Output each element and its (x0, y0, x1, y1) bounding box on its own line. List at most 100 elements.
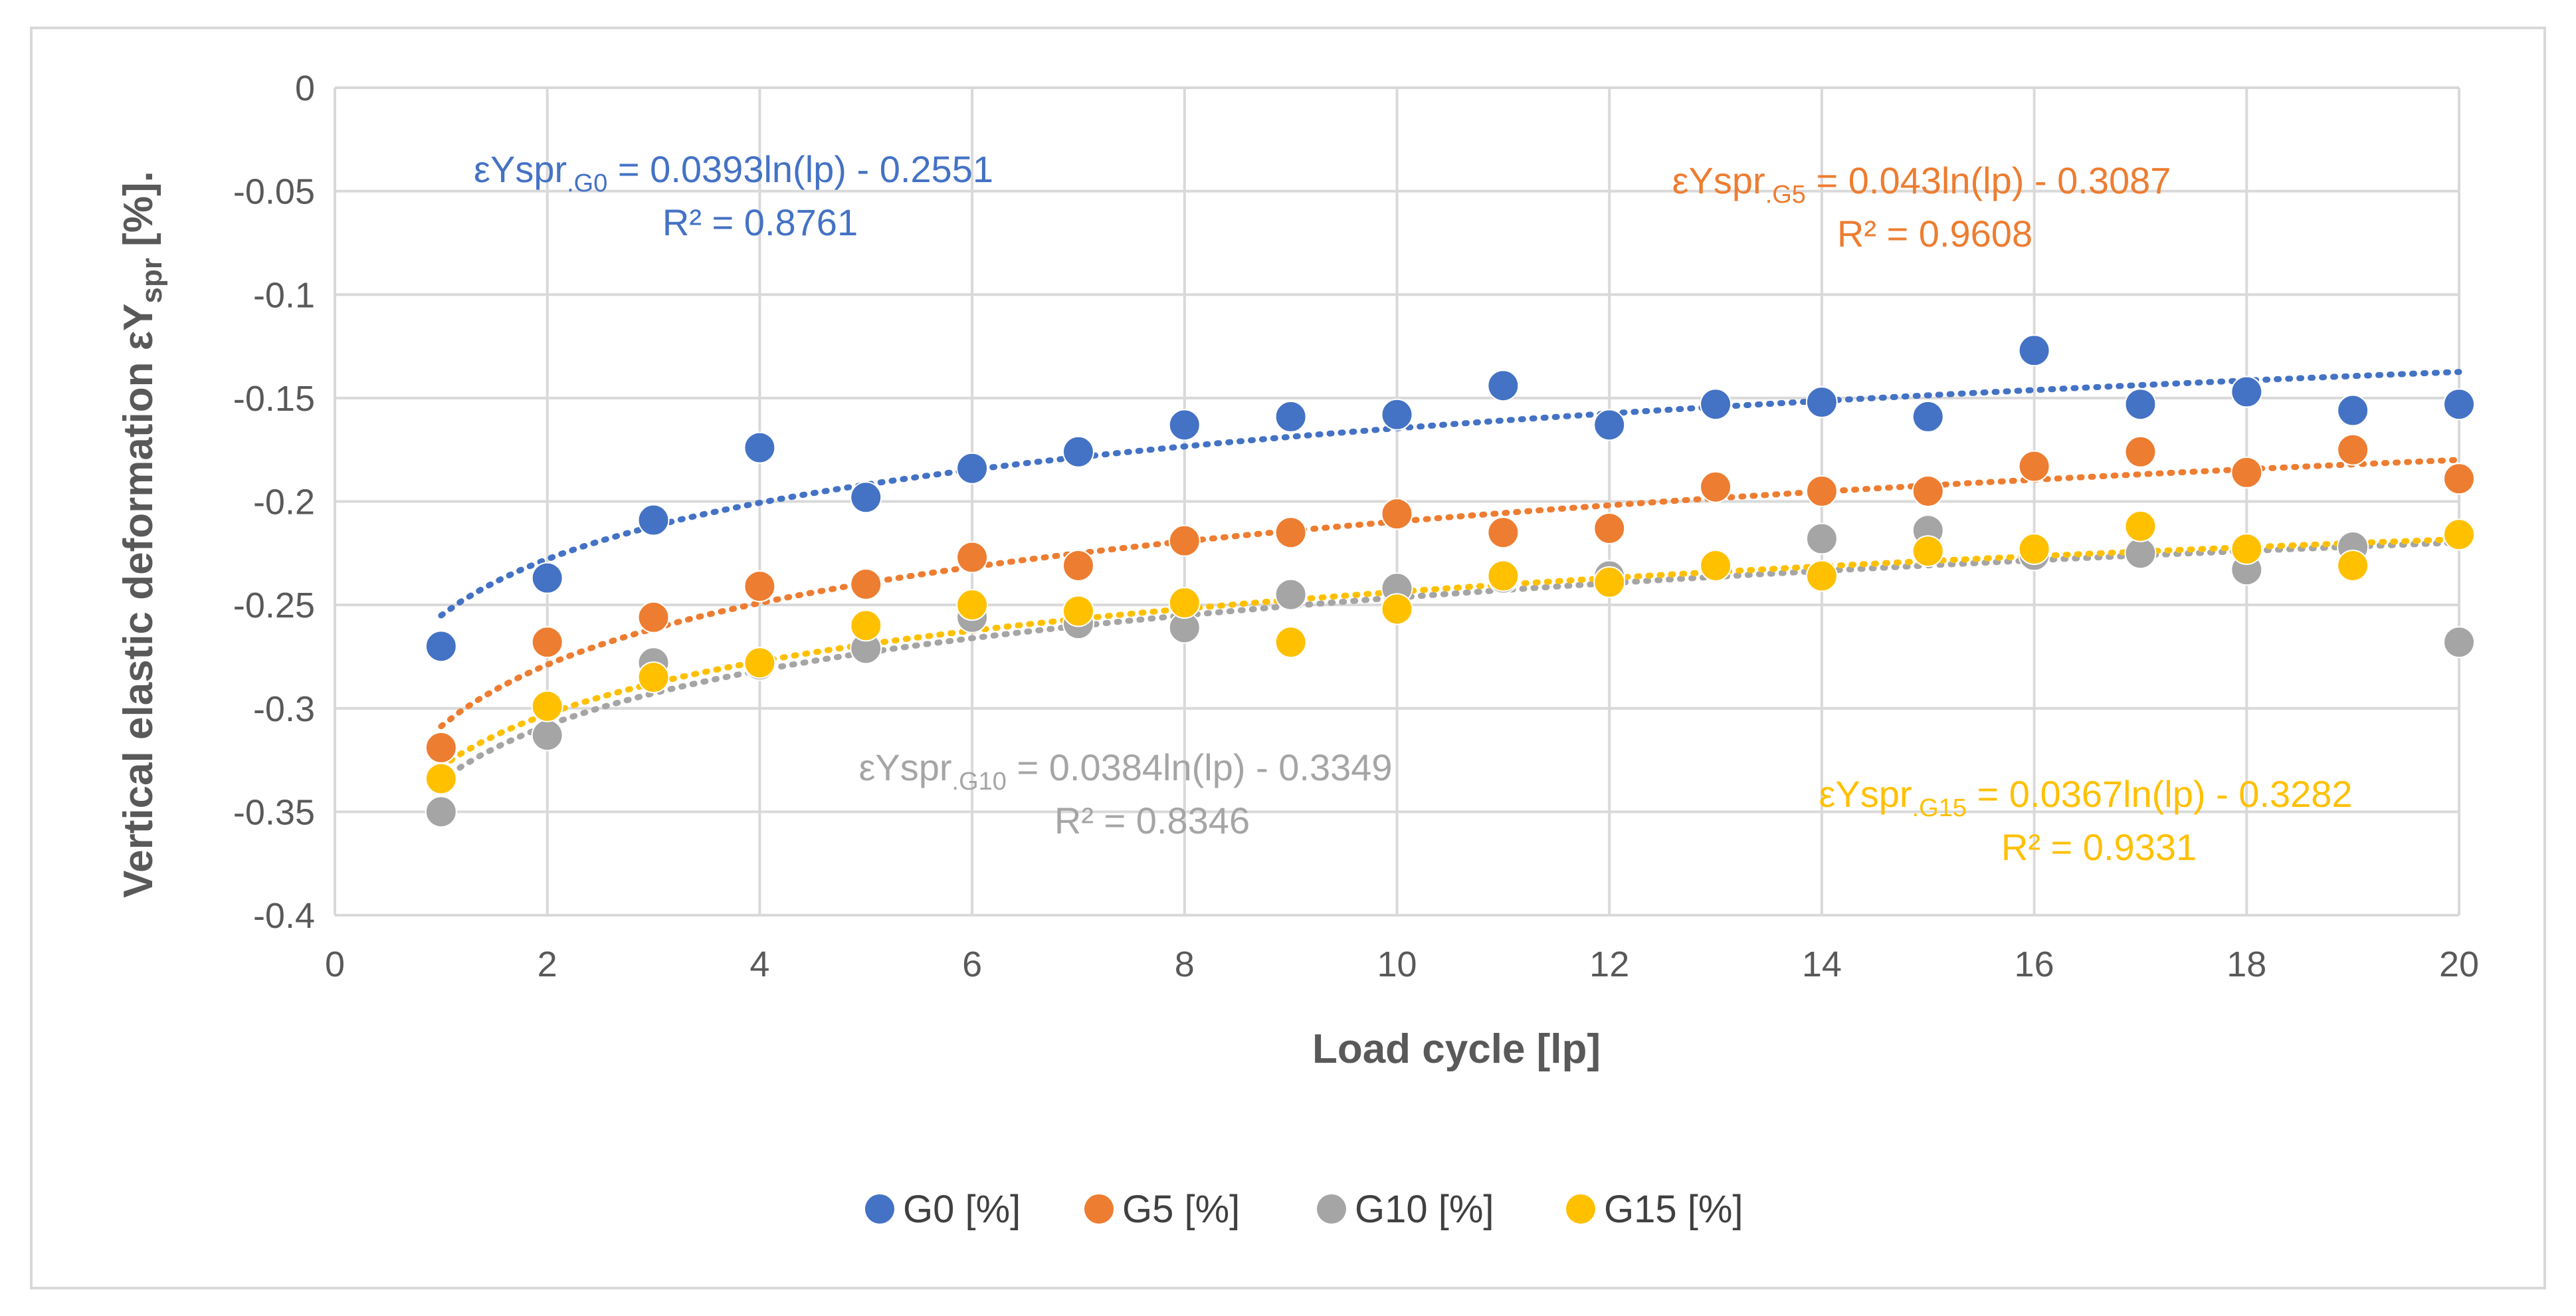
point-g10 (1274, 578, 1307, 611)
legend-label-g10: G10 [%] (1355, 1188, 1494, 1231)
point-g0 (2443, 388, 2475, 421)
y-tick-label: -0.35 (233, 792, 315, 832)
equation-body: = 0.0367ln(lp) - 0.3282 (1967, 773, 2353, 815)
point-g15 (1274, 626, 1307, 659)
point-g0 (2018, 334, 2050, 367)
point-g5 (1062, 549, 1094, 582)
y-tick-label: -0.3 (253, 689, 315, 729)
point-g5 (1805, 475, 1838, 507)
point-g0 (1168, 409, 1201, 441)
point-g15 (1593, 566, 1626, 598)
equation-prefix: εYspr (1819, 773, 1912, 815)
point-g10 (1805, 522, 1838, 555)
point-g10 (425, 796, 457, 828)
point-g15 (425, 762, 457, 795)
point-g5 (2124, 435, 2157, 468)
point-g15 (637, 661, 670, 694)
legend-item-g15: G15 [%] (1566, 1188, 1743, 1231)
legend-label-g5: G5 [%] (1122, 1188, 1240, 1231)
point-g5 (2337, 433, 2369, 466)
point-g5 (637, 601, 670, 633)
point-g10 (2124, 537, 2157, 570)
point-g5 (425, 731, 457, 764)
point-g0 (743, 431, 776, 464)
x-tick-label: 4 (749, 944, 769, 984)
point-g0 (1805, 386, 1838, 419)
trend-r2-g15: R² = 0.9331 (2001, 826, 2197, 868)
y-tick-label: -0.15 (233, 379, 315, 419)
point-g0 (956, 452, 989, 485)
y-axis-title-main: Vertical elastic deformation εY (116, 304, 161, 898)
point-g15 (956, 589, 989, 621)
point-g15 (531, 690, 563, 722)
point-g5 (956, 541, 989, 574)
legend-marker-g10 (1317, 1194, 1346, 1224)
equation-prefix: εYspr (474, 148, 567, 190)
trend-equation-g10: εYspr.G10 = 0.0384ln(lp) - 0.3349 (858, 746, 1392, 796)
y-tick-label: -0.4 (253, 896, 315, 936)
point-g15 (2443, 518, 2475, 551)
equation-subscript: .G5 (1765, 181, 1806, 209)
point-g10 (531, 719, 563, 752)
point-g0 (850, 481, 882, 514)
y-tick-label: -0.2 (253, 483, 315, 522)
point-g15 (743, 647, 776, 679)
point-g5 (1168, 524, 1201, 557)
y-axis-title: Vertical elastic deformation εYspr [%]. (116, 171, 168, 898)
legend-marker-g15 (1566, 1194, 1595, 1224)
point-g5 (1274, 516, 1307, 549)
legend-label-g15: G15 [%] (1604, 1188, 1743, 1231)
equation-prefix: εYspr (858, 746, 951, 788)
point-g0 (1700, 388, 1732, 421)
x-tick-label: 6 (962, 944, 982, 984)
point-g15 (2337, 549, 2369, 582)
trend-equation-g0: εYspr.G0 = 0.0393ln(lp) - 0.2551 (474, 148, 993, 197)
x-tick-label: 8 (1175, 944, 1195, 984)
point-g5 (2443, 463, 2475, 495)
point-g5 (1912, 475, 1944, 507)
trend-equations: εYspr.G0 = 0.0393ln(lp) - 0.2551 R² = 0.8… (474, 148, 2353, 868)
point-g0 (637, 504, 670, 536)
point-g5 (531, 626, 563, 659)
point-g0 (531, 562, 563, 594)
legend-item-g5: G5 [%] (1084, 1188, 1240, 1231)
y-tick-label: -0.25 (233, 586, 315, 625)
trend-r2-g10: R² = 0.8346 (1054, 800, 1250, 841)
point-g15 (2230, 533, 2263, 566)
point-g15 (1487, 560, 1520, 592)
point-g0 (1062, 435, 1094, 468)
point-g0 (425, 630, 457, 663)
point-g0 (1381, 398, 1413, 431)
trendline-g15 (438, 536, 2462, 770)
y-tick-label: 0 (295, 68, 315, 108)
equation-subscript: .G10 (952, 768, 1007, 796)
point-g15 (1168, 587, 1201, 619)
x-tick-label: 12 (1589, 944, 1629, 984)
legend-item-g0: G0 [%] (865, 1188, 1021, 1231)
point-g5 (1700, 471, 1732, 503)
trend-r2-g5: R² = 0.9608 (1837, 213, 2032, 255)
point-g0 (2337, 394, 2369, 427)
point-g0 (1912, 400, 1944, 433)
point-g0 (1593, 409, 1626, 441)
x-tick-label: 20 (2439, 944, 2479, 984)
legend-marker-g0 (865, 1194, 894, 1224)
point-g0 (2230, 376, 2263, 408)
trendline-g10 (438, 539, 2462, 784)
point-g5 (2230, 456, 2263, 489)
legend-item-g10: G10 [%] (1317, 1188, 1494, 1231)
point-g5 (2018, 450, 2050, 483)
legend: G0 [%] G5 [%] G10 [%] G15 [%] (865, 1188, 1743, 1231)
point-g15 (1381, 593, 1413, 625)
equation-subscript: .G15 (1912, 794, 1967, 822)
equation-body: = 0.0384ln(lp) - 0.3349 (1007, 746, 1393, 788)
legend-marker-g5 (1084, 1194, 1114, 1224)
point-g15 (1805, 560, 1838, 592)
legend-label-g0: G0 [%] (903, 1188, 1021, 1231)
point-g15 (2124, 510, 2157, 542)
point-g15 (1700, 549, 1732, 582)
equation-body: = 0.0393ln(lp) - 0.2551 (607, 148, 993, 190)
point-g10 (2443, 626, 2475, 659)
point-g0 (1487, 370, 1520, 402)
point-g5 (1381, 498, 1413, 530)
